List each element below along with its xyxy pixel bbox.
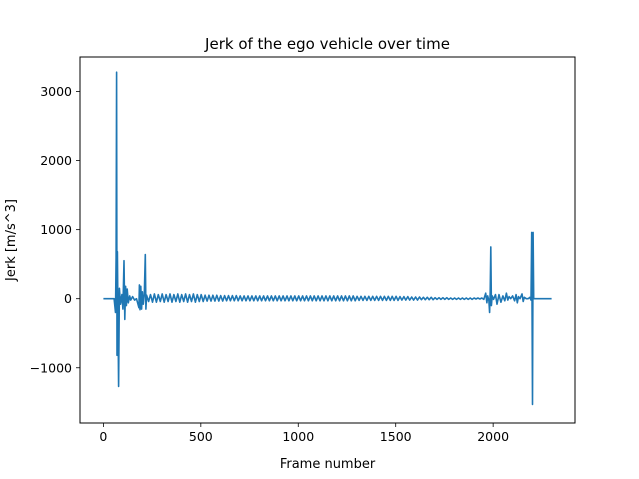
y-tick-label: 0	[64, 291, 72, 306]
x-tick-label: 2000	[477, 429, 509, 444]
x-tick-label: 1000	[282, 429, 314, 444]
y-tick-label: 3000	[40, 84, 72, 99]
chart-title: Jerk of the ego vehicle over time	[204, 35, 450, 53]
series-line-0	[103, 71, 552, 406]
x-axis-title: Frame number	[280, 457, 376, 472]
x-tick-label: 1500	[380, 429, 412, 444]
x-tick-label: 500	[189, 429, 213, 444]
y-tick-label: −1000	[30, 360, 72, 375]
plot-area	[103, 71, 552, 406]
x-axis: 0 500 1000 1500 2000	[99, 423, 509, 444]
y-tick-label: 1000	[40, 222, 72, 237]
y-axis: −1000 0 1000 2000 3000	[30, 84, 80, 375]
axes-frame	[79, 56, 576, 424]
y-tick-label: 2000	[40, 153, 72, 168]
x-tick-label: 0	[99, 429, 107, 444]
y-axis-title: Jerk [m/s^3]	[4, 199, 19, 282]
